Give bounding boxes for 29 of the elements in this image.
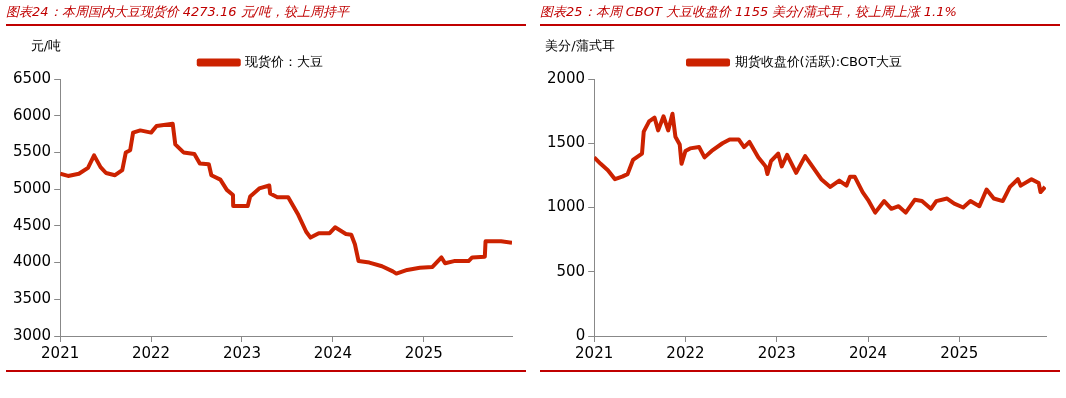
y-axis-title: 美分/蒲式耳 [545,37,615,53]
y-tick-label: 3500 [12,289,52,308]
y-tick-label: 6000 [12,105,52,124]
y-tick-label: 6500 [12,68,52,87]
y-tick-label: 1000 [546,197,586,216]
y-tick-label: 4500 [12,215,52,234]
x-tick-label: 2025 [404,343,443,362]
y-tick-label: 5500 [12,142,52,161]
y-tick-label: 0 [575,325,586,344]
x-tick-label: 2021 [575,343,614,362]
legend-label: 期货收盘价(活跃):CBOT大豆 [734,53,902,69]
x-tick-label: 2022 [666,343,705,362]
legend-label: 现货价：大豆 [245,53,324,69]
chart-title: 图表24：本周国内大豆现货价 4273.16 元/吨，较上周持平 [6,0,526,26]
x-tick-label: 2023 [222,343,262,362]
y-tick-label: 5000 [12,179,52,198]
y-tick-label: 500 [556,261,586,280]
x-tick-label: 2021 [41,343,80,362]
y-tick-label: 4000 [12,252,52,271]
chart-title: 图表25：本周 CBOT 大豆收盘价 1155 美分/蒲式耳，较上周上涨 1.1% [540,0,1060,26]
y-axis-title: 元/吨 [30,37,62,53]
x-tick-label: 2023 [757,343,796,362]
x-tick-label: 2024 [848,343,888,362]
x-tick-label: 2025 [940,343,979,362]
y-tick-label: 3000 [12,325,52,344]
y-tick-label: 1500 [546,133,586,152]
x-tick-label: 2024 [313,343,352,362]
y-tick-label: 2000 [546,68,586,87]
x-tick-label: 2022 [131,343,171,362]
